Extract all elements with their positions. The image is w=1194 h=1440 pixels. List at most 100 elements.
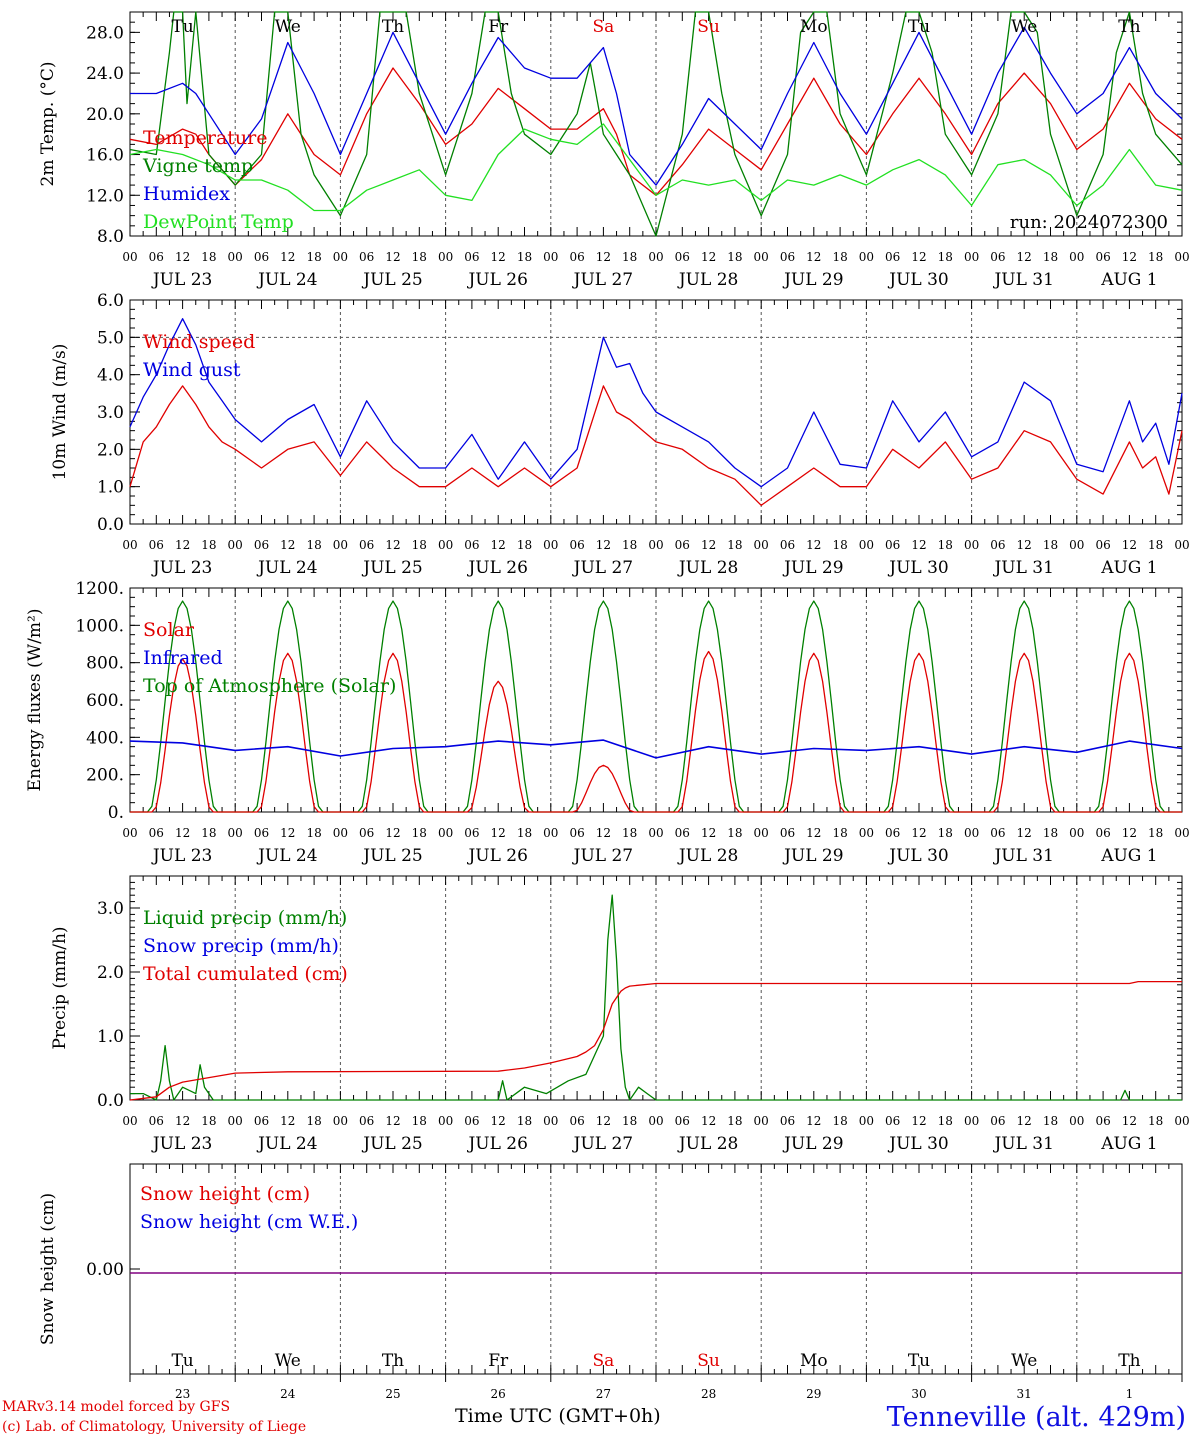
- hour-tick-label-energy: 06: [254, 826, 269, 840]
- hour-tick-label-energy: 12: [491, 826, 506, 840]
- series-line-wind-speed: [129, 385, 1183, 506]
- hour-tick-label-energy: 18: [201, 826, 216, 840]
- hour-tick-label-energy: 18: [1148, 826, 1163, 840]
- day-number: 30: [911, 1387, 926, 1401]
- hour-tick-label-wind: 18: [938, 538, 953, 552]
- day-number: 24: [280, 1387, 296, 1401]
- hour-tick-label-wind: 06: [359, 538, 374, 552]
- hour-tick-label-temp: 12: [1017, 250, 1032, 264]
- date-label-energy: JUL 23: [151, 846, 212, 866]
- hour-tick-label-wind: 00: [648, 538, 663, 552]
- date-label-precip: JUL 30: [887, 1134, 948, 1154]
- hour-tick-label-wind: 18: [727, 538, 742, 552]
- hour-tick-label-temp: 06: [675, 250, 690, 264]
- day-name-top: Fr: [488, 17, 509, 37]
- hour-tick-label-precip: 00: [859, 1114, 874, 1128]
- day-name-top: Th: [1118, 17, 1140, 37]
- date-label-precip: JUL 31: [992, 1134, 1053, 1154]
- hour-tick-label-energy: 06: [149, 826, 164, 840]
- day-name-top: Sa: [593, 17, 615, 37]
- day-number: 25: [385, 1387, 400, 1401]
- y-tick-label-precip: 3.0: [97, 899, 124, 919]
- y-tick-label-wind: 2.0: [97, 440, 124, 460]
- hour-tick-label-precip: 12: [1017, 1114, 1032, 1128]
- hour-tick-label-energy: 06: [569, 826, 584, 840]
- hour-tick-label-wind: 00: [333, 538, 348, 552]
- hour-tick-label-precip: 12: [280, 1114, 295, 1128]
- y-axis-title-temp: 2m Temp. (°C): [38, 61, 58, 186]
- credit-model: MARv3.14 model forced by GFS: [2, 1399, 231, 1415]
- y-tick-label-precip: 2.0: [97, 963, 124, 983]
- hour-tick-label-wind: 12: [806, 538, 821, 552]
- date-label-energy: JUL 27: [572, 846, 633, 866]
- hour-tick-label-energy: 12: [175, 826, 190, 840]
- hour-tick-label-energy: 18: [938, 826, 953, 840]
- hour-tick-label-precip: 06: [1095, 1114, 1110, 1128]
- date-label-temp: JUL 25: [361, 270, 422, 290]
- day-name-top: Tu: [171, 17, 193, 37]
- y-axis-title-wind: 10m Wind (m/s): [50, 344, 70, 481]
- day-name-top: Su: [697, 17, 720, 37]
- date-label-wind: JUL 27: [572, 558, 633, 578]
- hour-tick-label-precip: 12: [806, 1114, 821, 1128]
- hour-tick-label-temp: 18: [832, 250, 847, 264]
- hour-tick-label-energy: 18: [622, 826, 637, 840]
- hour-tick-label-wind: 12: [175, 538, 190, 552]
- day-name-bottom: Su: [697, 1351, 720, 1371]
- hour-tick-label-precip: 06: [149, 1114, 164, 1128]
- hour-tick-label-temp: 18: [938, 250, 953, 264]
- hour-tick-label-precip: 18: [412, 1114, 427, 1128]
- hour-tick-label-wind: 00: [228, 538, 243, 552]
- y-tick-label-energy: 0.: [108, 803, 124, 823]
- hour-tick-label-wind: 06: [569, 538, 584, 552]
- panel-frame-energy: [129, 587, 1183, 813]
- hour-tick-label-energy: 12: [911, 826, 926, 840]
- date-label-temp: AUG 1: [1100, 270, 1157, 290]
- hour-tick-label-precip: 12: [385, 1114, 400, 1128]
- y-tick-label-energy: 400.: [86, 728, 124, 748]
- date-label-energy: JUL 30: [887, 846, 948, 866]
- hour-tick-label-energy: 12: [1122, 826, 1137, 840]
- hour-tick-label-wind: 06: [1095, 538, 1110, 552]
- date-label-temp: JUL 27: [572, 270, 633, 290]
- date-label-wind: JUL 31: [992, 558, 1053, 578]
- hour-tick-label-precip: 18: [727, 1114, 742, 1128]
- hour-tick-label-temp: 06: [464, 250, 479, 264]
- y-tick-label-precip: 0.0: [97, 1091, 124, 1111]
- hour-tick-label-temp: 06: [569, 250, 584, 264]
- hour-tick-label-precip: 06: [780, 1114, 795, 1128]
- hour-tick-label-temp: 00: [964, 250, 979, 264]
- date-label-wind: AUG 1: [1100, 558, 1157, 578]
- hour-tick-label-temp: 00: [1174, 250, 1189, 264]
- hour-tick-label-temp: 12: [280, 250, 295, 264]
- y-tick-label-wind: 5.0: [97, 328, 124, 348]
- series-line-vigne-temp: [129, 11, 1183, 237]
- date-label-precip: JUL 23: [151, 1134, 212, 1154]
- hour-tick-label-precip: 18: [517, 1114, 532, 1128]
- hour-tick-label-precip: 00: [333, 1114, 348, 1128]
- y-tick-label-energy: 1000.: [75, 616, 124, 636]
- y-tick-label-temp: 16.0: [86, 146, 124, 166]
- hour-tick-label-wind: 12: [1017, 538, 1032, 552]
- hour-tick-label-energy: 06: [359, 826, 374, 840]
- y-axis-title-precip: Precip (mm/h): [50, 926, 70, 1049]
- date-label-energy: JUL 26: [466, 846, 527, 866]
- date-label-precip: JUL 29: [782, 1134, 843, 1154]
- legend-entry-top-of-atmosphere-solar: Top of Atmosphere (Solar): [143, 675, 396, 697]
- hour-tick-label-precip: 00: [964, 1114, 979, 1128]
- hour-tick-label-precip: 12: [1122, 1114, 1137, 1128]
- hour-tick-label-precip: 12: [911, 1114, 926, 1128]
- credit-lab: (c) Lab. of Climatology, University of L…: [2, 1419, 307, 1435]
- hour-tick-label-temp: 00: [122, 250, 137, 264]
- legend-entry-infrared: Infrared: [143, 647, 223, 669]
- hour-tick-label-energy: 12: [806, 826, 821, 840]
- hour-tick-label-energy: 06: [990, 826, 1005, 840]
- hour-tick-label-temp: 12: [806, 250, 821, 264]
- hour-tick-label-temp: 12: [596, 250, 611, 264]
- hour-tick-label-energy: 00: [333, 826, 348, 840]
- series-line-dewpoint-temp: [129, 123, 1183, 212]
- date-label-precip: JUL 28: [677, 1134, 738, 1154]
- day-number: 26: [491, 1387, 506, 1401]
- hour-tick-label-temp: 06: [149, 250, 164, 264]
- hour-tick-label-precip: 12: [596, 1114, 611, 1128]
